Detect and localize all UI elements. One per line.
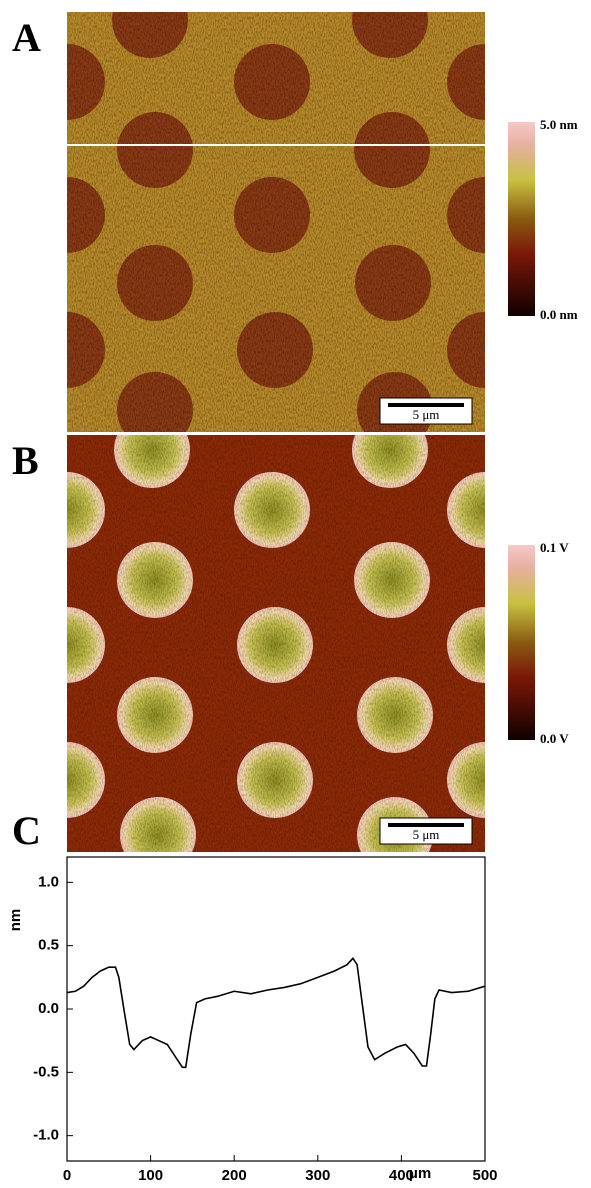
colorbar [508, 545, 535, 740]
y-tick-label: 0.0 [38, 1000, 59, 1017]
scale-bar-label: 5 μm [413, 407, 440, 422]
colorbar-max: 0.1 V [540, 540, 569, 555]
colorbar-max: 5.0 nm [540, 117, 578, 132]
colorbar [508, 122, 535, 316]
plot-frame [67, 857, 485, 1161]
profile-line [67, 958, 485, 1067]
colorbar-min: 0.0 nm [540, 307, 578, 322]
panel-label: B [12, 438, 39, 483]
panel-label: A [12, 15, 41, 60]
x-tick-label: 0 [63, 1167, 71, 1184]
x-tick-label: 400 [389, 1167, 414, 1184]
afm-image-b [29, 412, 523, 873]
x-tick-label: 200 [222, 1167, 247, 1184]
y-tick-label: -1.0 [33, 1127, 59, 1144]
afm-image-a [29, 0, 523, 448]
x-tick-label: 100 [138, 1167, 163, 1184]
y-tick-label: -0.5 [33, 1063, 59, 1080]
scale-bar-label: 5 μm [413, 827, 440, 842]
y-tick-label: 0.5 [38, 937, 59, 954]
colorbar-min: 0.0 V [540, 731, 569, 746]
profile-chart: -1.0 -0.5 0.0 0.5 1.0 0 100 200 300 400 500 [33, 873, 497, 1184]
x-tick-label: 300 [305, 1167, 330, 1184]
y-axis-label: nm [7, 909, 24, 932]
figure: A B 5 μm 5 μm 5.0 nm 0.0 nm 0.1 V 0.0 V … [0, 0, 591, 1188]
panel-label: C [12, 808, 41, 853]
x-tick-label: 500 [472, 1167, 497, 1184]
y-tick-label: 1.0 [38, 873, 59, 890]
